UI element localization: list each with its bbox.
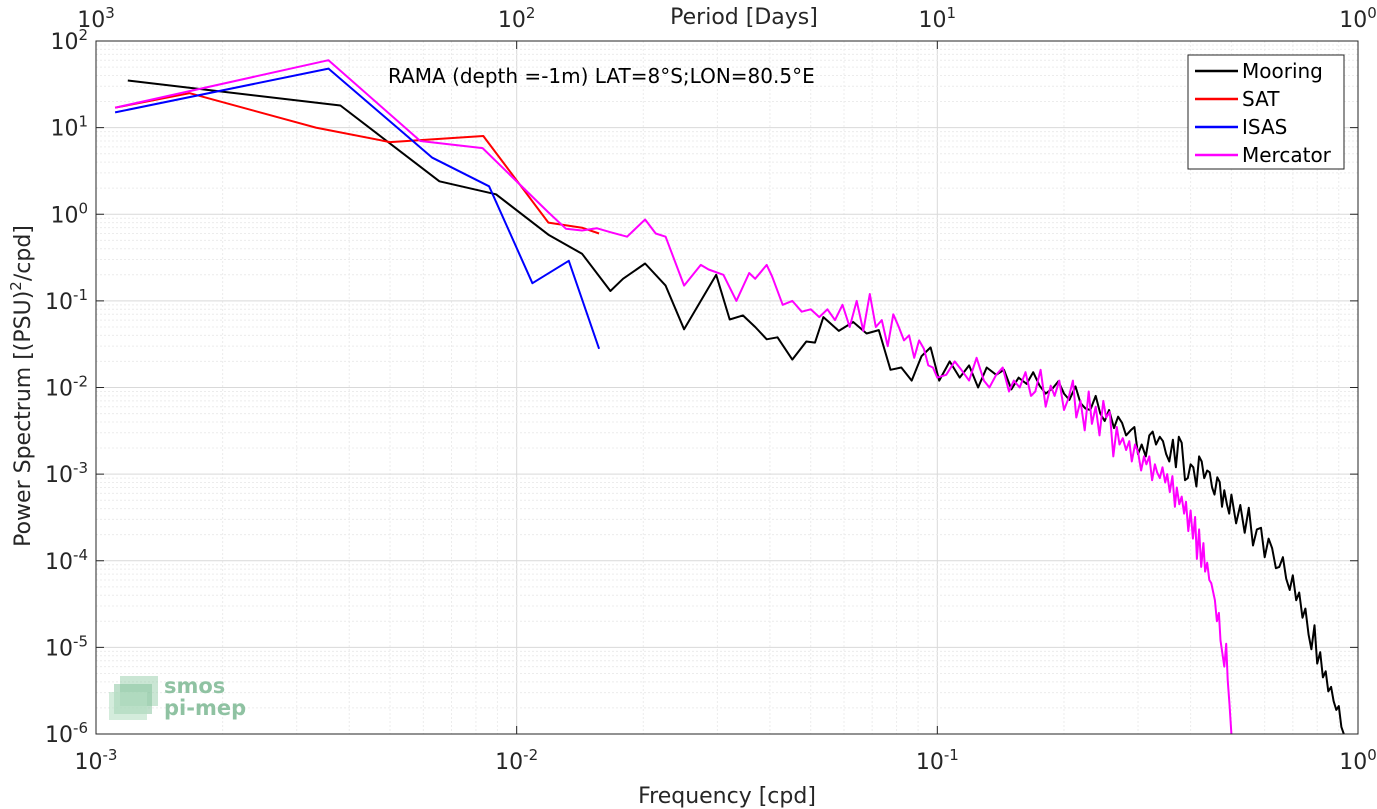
x-tick-label: 100 — [1339, 746, 1377, 775]
x-tick-label: 10-3 — [75, 746, 118, 775]
smos-logo-icon — [109, 676, 158, 720]
grid — [95, 41, 1358, 735]
top-tick-label: 102 — [498, 4, 536, 33]
chart-annotation: RAMA (depth =-1m) LAT=8°S;LON=80.5°E — [388, 64, 815, 88]
legend: Mooring SAT ISAS Mercator — [1187, 54, 1345, 170]
y-tick-label: 10-1 — [45, 286, 88, 315]
y-tick-label: 102 — [50, 26, 88, 55]
x-axis-label: Frequency [cpd] — [638, 784, 816, 809]
y-tick-label: 10-2 — [45, 373, 88, 402]
y-tick-label: 100 — [50, 199, 88, 228]
top-tick-label: 100 — [1339, 4, 1377, 33]
top-axis-label: Period [Days] — [670, 5, 818, 30]
y-axis-label-suffix: /cpd] — [11, 225, 36, 281]
x-tick-label: 10-1 — [916, 746, 959, 775]
series-line-mooring — [127, 79, 1345, 735]
top-tick-label: 103 — [77, 4, 115, 33]
series-line-isas — [114, 67, 601, 350]
y-axis-label-sup: 2 — [7, 281, 25, 291]
y-axis-label-prefix: Power Spectrum [(PSU) — [11, 291, 36, 547]
series-layer — [114, 59, 1345, 735]
top-tick-label: 101 — [919, 4, 957, 33]
legend-label-sat: SAT — [1242, 87, 1280, 111]
legend-label-isas: ISAS — [1242, 115, 1287, 139]
logo-text-line1: smos — [164, 674, 225, 698]
series-line-sat — [114, 92, 600, 235]
y-tick-label: 10-6 — [45, 719, 88, 748]
legend-label-mercator: Mercator — [1242, 143, 1332, 167]
y-tick-label: 10-3 — [45, 459, 88, 488]
y-tick-label: 101 — [50, 113, 88, 142]
logo-text-line2: pi-mep — [164, 696, 246, 720]
legend-box — [1187, 54, 1345, 170]
series-line-mercator — [114, 59, 1233, 735]
y-tick-label: 10-4 — [45, 546, 88, 575]
smos-logo: smos pi-mep — [109, 674, 246, 720]
legend-label-mooring: Mooring — [1242, 59, 1323, 83]
y-axis-label: Power Spectrum [(PSU)2/cpd] — [7, 225, 36, 547]
y-tick-label: 10-5 — [45, 632, 88, 661]
x-tick-label: 10-2 — [495, 746, 538, 775]
